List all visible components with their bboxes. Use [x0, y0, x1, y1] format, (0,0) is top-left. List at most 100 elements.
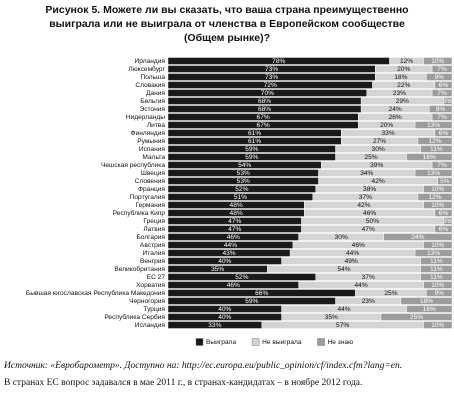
value-label: 6% [439, 82, 449, 89]
value-label: 10% [431, 186, 444, 193]
value-label: 44% [224, 242, 237, 249]
value-label: 35% [211, 266, 224, 273]
value-label: 47% [362, 226, 375, 233]
value-label: 12% [428, 194, 441, 201]
value-label: 10% [431, 322, 444, 329]
bar-segment [406, 305, 453, 313]
category-label: Франция [138, 186, 165, 193]
value-label: 48% [230, 210, 243, 217]
bar-segment [420, 145, 453, 153]
chart: Ирландия 78% 12% 10%Люксембург 73% 20% 7%Польш… [26, 57, 453, 346]
value-label: 67% [257, 122, 270, 129]
category-label: Венгрия [140, 258, 165, 265]
value-label: 6% [439, 210, 449, 217]
value-label: 13% [427, 122, 440, 129]
bar-segment [437, 177, 453, 185]
category-label: Великобритания [114, 265, 165, 273]
legend-swatch [251, 338, 260, 346]
bar-segment [426, 289, 453, 297]
value-label: 16% [423, 306, 436, 313]
value-label: 66% [255, 290, 268, 297]
value-label: 40% [218, 314, 231, 321]
category-label: Болгария [136, 234, 165, 241]
bar-segment [443, 217, 453, 225]
category-label: Хорватия [136, 282, 165, 289]
value-label: 50% [366, 218, 379, 225]
value-label: 46% [352, 242, 365, 249]
value-label: 25% [410, 314, 423, 321]
value-label: 30% [372, 146, 385, 153]
value-label: 11% [430, 258, 443, 265]
value-label: 53% [237, 170, 250, 177]
category-label: Бельгия [140, 98, 165, 105]
value-label: 24% [411, 234, 424, 241]
bar-segment [414, 169, 453, 177]
value-label: 46% [363, 210, 376, 217]
bar-segment [423, 281, 453, 289]
value-label: 47% [228, 226, 241, 233]
category-label: Латвия [143, 226, 165, 233]
bar-segment [423, 321, 453, 329]
bar-segment [443, 97, 453, 105]
value-label: 43% [222, 250, 235, 257]
bar-segment [414, 121, 453, 129]
value-label: 10% [431, 242, 444, 249]
bar-segment [429, 105, 453, 113]
bar-segment [431, 65, 453, 73]
value-label: 13% [427, 250, 440, 257]
value-label: 7% [437, 90, 447, 97]
value-label: 16% [423, 154, 436, 161]
category-label: Чешская республика [101, 161, 165, 169]
value-label: 40% [218, 306, 231, 313]
value-label: 29% [396, 98, 409, 105]
bar-segment [380, 313, 453, 321]
value-label: 7% [437, 114, 447, 121]
value-label: 5% [440, 178, 450, 185]
value-label: 72% [264, 82, 277, 89]
bar-segment [420, 265, 453, 273]
category-label: Нидерланды [126, 114, 165, 121]
bar-segment [417, 137, 453, 145]
value-label: 23% [393, 90, 406, 97]
bar-segment [434, 209, 453, 217]
value-label: 49% [345, 258, 358, 265]
value-label: 12% [428, 138, 441, 145]
category-label: Черногория [129, 298, 165, 305]
bar-segment [423, 241, 453, 249]
value-label: 18% [394, 74, 407, 81]
value-label: 25% [384, 290, 397, 297]
value-label: 26% [389, 114, 402, 121]
value-label: 52% [235, 274, 248, 281]
value-label: 7% [437, 162, 447, 169]
bar-segment [420, 273, 453, 281]
category-label: Австрия [140, 242, 165, 249]
value-label: 12% [400, 58, 413, 65]
category-label: Словения [135, 178, 166, 185]
value-label: 47% [228, 218, 241, 225]
value-label: 9% [434, 74, 444, 81]
value-label: 35% [325, 314, 338, 321]
legend-swatch [317, 338, 325, 346]
source-note: Источник: «Евробарометр». Доступно на: h… [4, 361, 403, 371]
legend-label: Выиграла [206, 339, 236, 346]
category-label: Греция [143, 218, 165, 225]
value-label: 38% [363, 186, 376, 193]
bar-segment [423, 201, 453, 209]
bar-segment [434, 129, 453, 137]
value-label: 48% [230, 202, 243, 209]
value-label: 40% [218, 258, 231, 265]
value-label: 73% [265, 74, 278, 81]
value-label: 68% [258, 106, 271, 113]
value-label: 30% [335, 234, 348, 241]
value-label: 39% [370, 162, 383, 169]
value-label: 34% [360, 170, 373, 177]
value-label: 78% [272, 58, 285, 65]
value-label: 33% [208, 322, 221, 329]
value-label: 33% [381, 130, 394, 137]
value-label: 11% [430, 266, 443, 273]
bar-segment [431, 113, 453, 121]
category-label: Испания [139, 146, 166, 153]
value-label: 73% [265, 66, 278, 73]
category-label: Исландия [135, 322, 166, 329]
category-label: Финляндия [131, 130, 166, 137]
